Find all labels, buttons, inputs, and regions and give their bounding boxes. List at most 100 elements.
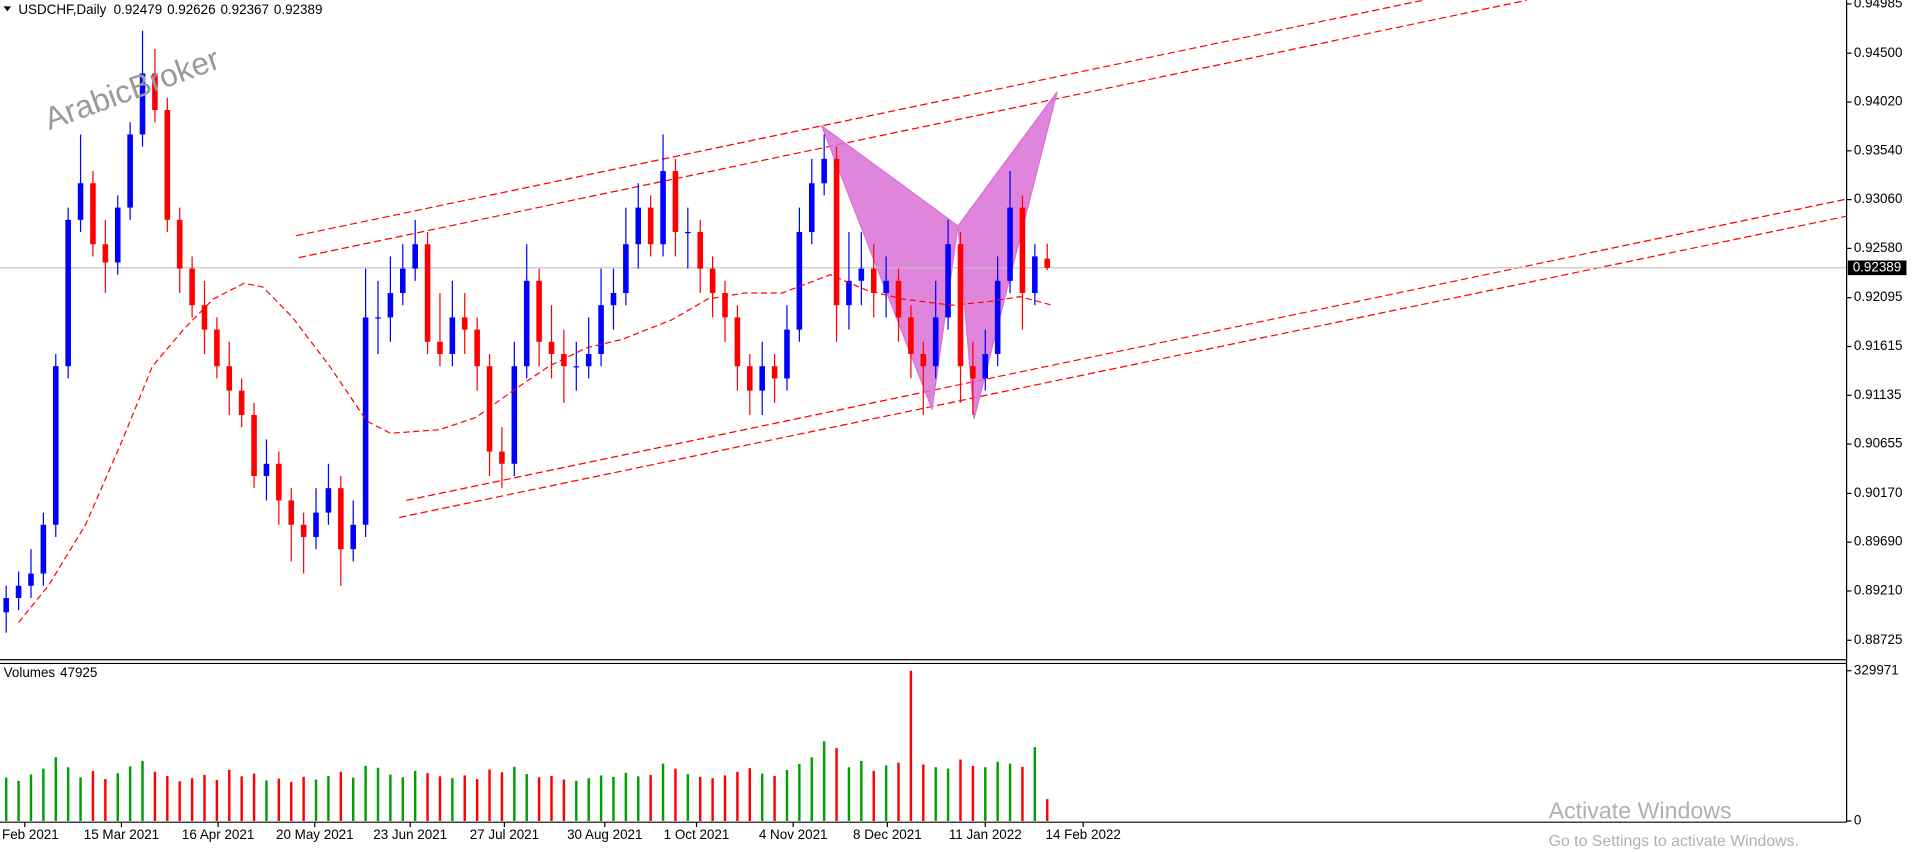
y-tick-label: 0.93060 [1854,191,1903,206]
candle-body [821,158,827,184]
y-tick-label: 0.91615 [1854,338,1903,353]
candle-body [536,280,542,342]
candle-body [660,171,666,245]
candle-body [449,317,456,355]
candle-body [127,134,133,208]
candle-body [858,268,865,281]
candle-body [895,280,902,318]
candle-body [263,463,270,476]
volume-bar [674,768,677,821]
volume-bar [426,773,429,821]
x-tick-label: 4 Nov 2021 [759,827,828,842]
y-tick-label: 0.94500 [1854,45,1903,60]
candle-body [114,207,121,263]
candle-body [40,524,47,574]
volume-bar [624,772,628,821]
volume-bar [711,778,714,821]
candle-body [771,366,778,379]
volume-bar [166,775,169,821]
candle-body [474,329,480,367]
volume-bar [884,765,888,821]
x-tick-label: 1 Oct 2021 [664,827,730,842]
candle-body [883,280,889,294]
candle-body [1007,207,1013,281]
chart-header: USDCHF,Daily 0.92479 0.92626 0.92367 0.92389 [18,2,322,17]
y-tick-label: 0.89690 [1854,534,1903,549]
candle-body [288,500,295,525]
candle-body [226,366,233,391]
volume-header: Volumes 47925 [4,665,98,680]
x-tick-label: 14 Feb 2022 [1045,827,1120,842]
activation-text: Go to Settings to activate Windows. [1549,833,1799,850]
candle-body [65,219,71,367]
candle-body [573,366,580,368]
candle-body [994,280,1001,355]
volume-bar [537,777,541,821]
menu-arrow [3,6,11,12]
candle-body [325,488,332,513]
y-tick-label: 0.93540 [1854,142,1903,157]
volume-bar [736,771,739,821]
volume-bar [116,773,119,821]
volume-bar [203,774,206,821]
candle-body [970,366,976,379]
volume-bar [240,776,243,821]
volume-bar [699,776,702,821]
activation-title: Activate Windows [1549,798,1732,824]
candle-body [499,451,505,464]
price-pane [0,0,1847,633]
candle-body [833,158,840,306]
candle-body [523,280,530,367]
volume-bar [959,759,962,821]
candle-body [722,293,728,318]
volume-bar [54,757,57,821]
volume-bar [612,776,615,821]
candle-body [561,354,567,367]
candle-body [920,354,927,367]
volume-bar [500,772,504,821]
candle-body [598,305,604,355]
volume-bar [401,777,405,821]
candle-body [672,171,679,233]
x-tick-label: 15 Mar 2021 [84,827,159,842]
candle-body [387,293,394,318]
y-tick-label: 0.89210 [1854,582,1903,597]
volume-tick-label: 0 [1854,813,1861,828]
volume-bar [748,768,752,821]
volume-bar [228,769,231,821]
volume-bar [847,767,851,821]
volume-bar [860,760,863,821]
volume-bar [104,779,107,821]
candle-body [201,305,208,330]
candle-body [424,244,431,342]
candle-body [313,512,319,537]
candle-body [102,244,109,263]
candle-body [610,293,617,306]
y-tick-label: 0.88725 [1854,632,1903,647]
volume-bar [178,781,181,821]
volume-bar [822,741,826,821]
current-price-label: 0.92389 [1853,259,1902,274]
candle-body [957,244,964,367]
volume-bar [364,765,367,821]
candle-body [635,207,642,245]
candle-body [623,244,629,294]
volume-bar [1046,799,1049,821]
volume-bar [872,770,875,821]
volume-bar [550,775,553,821]
candle-body [338,488,344,550]
candle-body [846,280,852,306]
candle-body [759,366,765,391]
x-tick-label: 27 Jul 2021 [470,827,539,842]
y-tick-label: 0.91135 [1854,387,1902,402]
volume-bar [575,780,578,821]
candle-body [734,317,741,367]
candle-body [548,341,555,355]
candle-body [437,341,443,355]
volume-bar [984,767,987,821]
volume-pane [4,670,1049,821]
candle-body [982,354,989,379]
volume-bar [376,767,380,821]
